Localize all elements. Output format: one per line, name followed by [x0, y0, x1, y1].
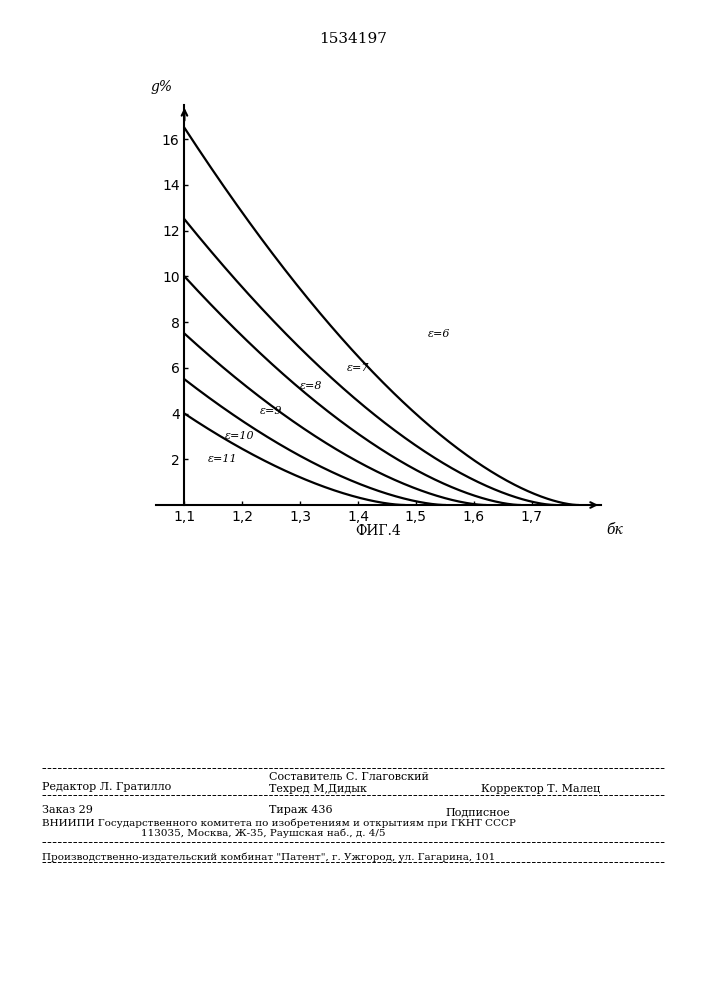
Text: Заказ 29: Заказ 29 [42, 805, 93, 815]
Text: бк: бк [607, 523, 624, 537]
Text: ε=8: ε=8 [300, 381, 322, 391]
Text: Тираж 436: Тираж 436 [269, 805, 332, 815]
Text: 1534197: 1534197 [320, 32, 387, 46]
Text: ε=6: ε=6 [428, 329, 450, 339]
Text: ε=10: ε=10 [225, 431, 255, 441]
Text: 113035, Москва, Ж-35, Раушская наб., д. 4/5: 113035, Москва, Ж-35, Раушская наб., д. … [141, 829, 386, 838]
Text: Техред М,Дидык: Техред М,Дидык [269, 784, 366, 794]
Text: g%: g% [151, 80, 173, 94]
Text: ВНИИПИ Государственного комитета по изобретениям и открытиям при ГКНТ СССР: ВНИИПИ Государственного комитета по изоб… [42, 818, 516, 828]
Text: ε=9: ε=9 [259, 406, 282, 416]
Text: Корректор Т. Малец: Корректор Т. Малец [481, 784, 600, 794]
Text: ε=11: ε=11 [208, 454, 238, 464]
Text: ФИГ.4: ФИГ.4 [356, 524, 401, 538]
Text: Подписное: Подписное [445, 807, 510, 817]
Text: Редактор Л. Гратилло: Редактор Л. Гратилло [42, 782, 172, 792]
Text: Производственно-издательский комбинат "Патент", г. Ужгород, ул. Гагарина, 101: Производственно-издательский комбинат "П… [42, 852, 496, 861]
Text: Составитель С. Глаговский: Составитель С. Глаговский [269, 772, 428, 782]
Text: ε=7: ε=7 [346, 363, 369, 373]
